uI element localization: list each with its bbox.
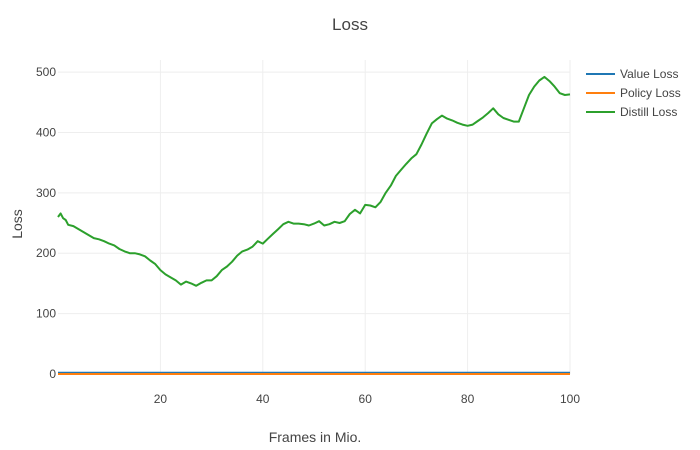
gridlines [58, 60, 571, 374]
y-tick-label: 200 [36, 246, 56, 260]
y-tick-label: 500 [36, 65, 56, 79]
legend: Value Loss Policy Loss Distill Loss [586, 67, 681, 119]
legend-item-policy-loss[interactable]: Policy Loss [586, 86, 681, 100]
legend-label: Value Loss [620, 67, 678, 81]
legend-label: Policy Loss [620, 86, 681, 100]
x-tick-label: 20 [154, 392, 168, 406]
y-axis-ticks: 0 100 200 300 400 500 [36, 65, 56, 381]
chart-title: Loss [332, 15, 368, 34]
legend-label: Distill Loss [620, 105, 677, 119]
legend-item-value-loss[interactable]: Value Loss [586, 67, 678, 81]
x-axis-title: Frames in Mio. [269, 429, 362, 445]
x-tick-label: 80 [461, 392, 475, 406]
y-tick-label: 300 [36, 186, 56, 200]
y-tick-label: 0 [49, 367, 56, 381]
y-tick-label: 100 [36, 307, 56, 321]
x-tick-label: 40 [256, 392, 270, 406]
y-axis-title: Loss [9, 209, 25, 239]
x-tick-label: 60 [359, 392, 373, 406]
legend-item-distill-loss[interactable]: Distill Loss [586, 105, 677, 119]
series-lines [57, 75, 571, 375]
series-line-distill-loss [57, 75, 571, 287]
x-axis-ticks: 20 40 60 80 100 [154, 392, 581, 406]
x-tick-label: 100 [560, 392, 580, 406]
y-tick-label: 400 [36, 125, 56, 139]
